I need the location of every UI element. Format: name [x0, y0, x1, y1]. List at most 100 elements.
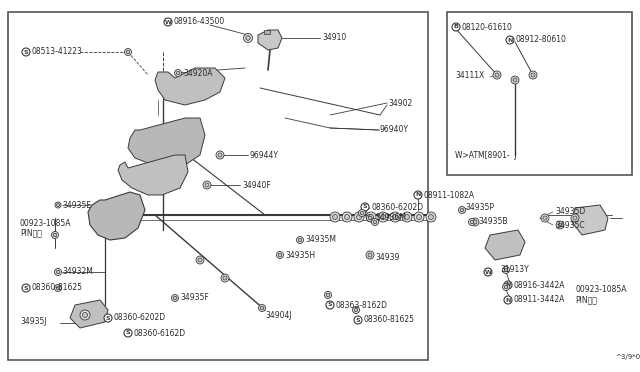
Circle shape [426, 212, 436, 222]
Circle shape [330, 212, 340, 222]
Text: S: S [328, 302, 332, 308]
Circle shape [368, 253, 372, 257]
Circle shape [414, 191, 422, 199]
Text: 08360-6162D: 08360-6162D [134, 328, 186, 337]
Circle shape [276, 251, 284, 259]
Circle shape [278, 253, 282, 257]
Circle shape [333, 215, 337, 219]
Text: 08120-61610: 08120-61610 [462, 22, 513, 32]
Circle shape [470, 220, 474, 224]
Circle shape [369, 215, 374, 219]
Text: 00923-1085A: 00923-1085A [575, 285, 627, 295]
Text: 34935C: 34935C [555, 221, 584, 230]
Circle shape [22, 284, 30, 292]
Circle shape [556, 221, 564, 229]
Text: 08363-8162D: 08363-8162D [336, 301, 388, 310]
Text: 34935J: 34935J [20, 317, 47, 327]
Circle shape [205, 183, 209, 187]
Circle shape [452, 23, 460, 31]
Circle shape [414, 212, 424, 222]
Text: 08911-1082A: 08911-1082A [424, 190, 475, 199]
Text: 96944Y: 96944Y [250, 151, 279, 160]
Circle shape [298, 238, 301, 242]
Polygon shape [70, 300, 108, 328]
Circle shape [344, 215, 349, 219]
Circle shape [260, 306, 264, 310]
Circle shape [366, 212, 376, 222]
Circle shape [196, 256, 204, 264]
Text: S: S [24, 285, 28, 291]
Text: 34935E: 34935E [62, 201, 91, 209]
Text: 08360-81625: 08360-81625 [32, 283, 83, 292]
Text: W: W [164, 19, 172, 25]
Circle shape [573, 216, 577, 220]
Circle shape [458, 206, 465, 214]
Circle shape [502, 283, 509, 291]
Text: 34935D: 34935D [555, 208, 585, 217]
Text: 08360-81625: 08360-81625 [364, 315, 415, 324]
Circle shape [495, 73, 499, 77]
Circle shape [390, 212, 400, 222]
Text: 08916-3442A: 08916-3442A [514, 280, 566, 289]
Text: 34935B: 34935B [478, 218, 508, 227]
Text: 00923-1085A: 00923-1085A [20, 218, 72, 228]
Text: 34902: 34902 [388, 99, 412, 108]
Circle shape [529, 71, 537, 79]
Circle shape [172, 295, 179, 301]
Circle shape [216, 151, 224, 159]
Circle shape [354, 316, 362, 324]
Circle shape [504, 296, 512, 304]
Polygon shape [264, 30, 270, 34]
Circle shape [356, 215, 362, 219]
Circle shape [502, 266, 509, 273]
Text: N: N [506, 298, 511, 302]
Circle shape [53, 233, 57, 237]
Circle shape [104, 314, 112, 322]
Polygon shape [572, 205, 608, 235]
Text: N: N [415, 192, 420, 198]
Circle shape [56, 270, 60, 274]
Polygon shape [485, 230, 525, 260]
Circle shape [54, 285, 61, 292]
Circle shape [54, 269, 61, 276]
Circle shape [125, 48, 131, 55]
Polygon shape [118, 155, 188, 195]
Circle shape [259, 305, 266, 311]
Circle shape [80, 310, 90, 320]
Circle shape [373, 220, 377, 224]
Text: S: S [24, 49, 28, 55]
Text: 08360-6202D: 08360-6202D [371, 202, 423, 212]
Circle shape [243, 33, 253, 42]
Circle shape [83, 312, 88, 317]
Circle shape [402, 212, 412, 222]
Text: 08513-41223: 08513-41223 [32, 48, 83, 57]
Circle shape [504, 268, 508, 272]
Circle shape [326, 301, 334, 309]
Circle shape [460, 208, 464, 212]
Polygon shape [128, 118, 205, 168]
Text: 34935F: 34935F [180, 294, 209, 302]
Text: 34920A: 34920A [183, 68, 212, 77]
Text: 08360-6202D: 08360-6202D [114, 314, 166, 323]
Text: 08912-80610: 08912-80610 [516, 35, 567, 45]
Circle shape [176, 71, 180, 75]
Circle shape [221, 274, 229, 282]
Circle shape [504, 285, 508, 289]
Text: 34939: 34939 [375, 253, 399, 263]
Circle shape [124, 329, 132, 337]
Circle shape [198, 258, 202, 262]
Circle shape [354, 212, 364, 222]
Text: 34904J: 34904J [265, 311, 292, 320]
Polygon shape [155, 68, 225, 105]
Text: 34935P: 34935P [465, 203, 494, 212]
Circle shape [484, 268, 492, 276]
Text: 34935M: 34935M [305, 235, 336, 244]
Text: 08911-3442A: 08911-3442A [514, 295, 565, 305]
Circle shape [429, 215, 433, 219]
Circle shape [353, 307, 360, 314]
Text: B: B [454, 25, 458, 29]
Bar [447, 12, 632, 175]
Circle shape [358, 209, 365, 217]
Circle shape [22, 48, 30, 56]
Circle shape [164, 18, 172, 26]
